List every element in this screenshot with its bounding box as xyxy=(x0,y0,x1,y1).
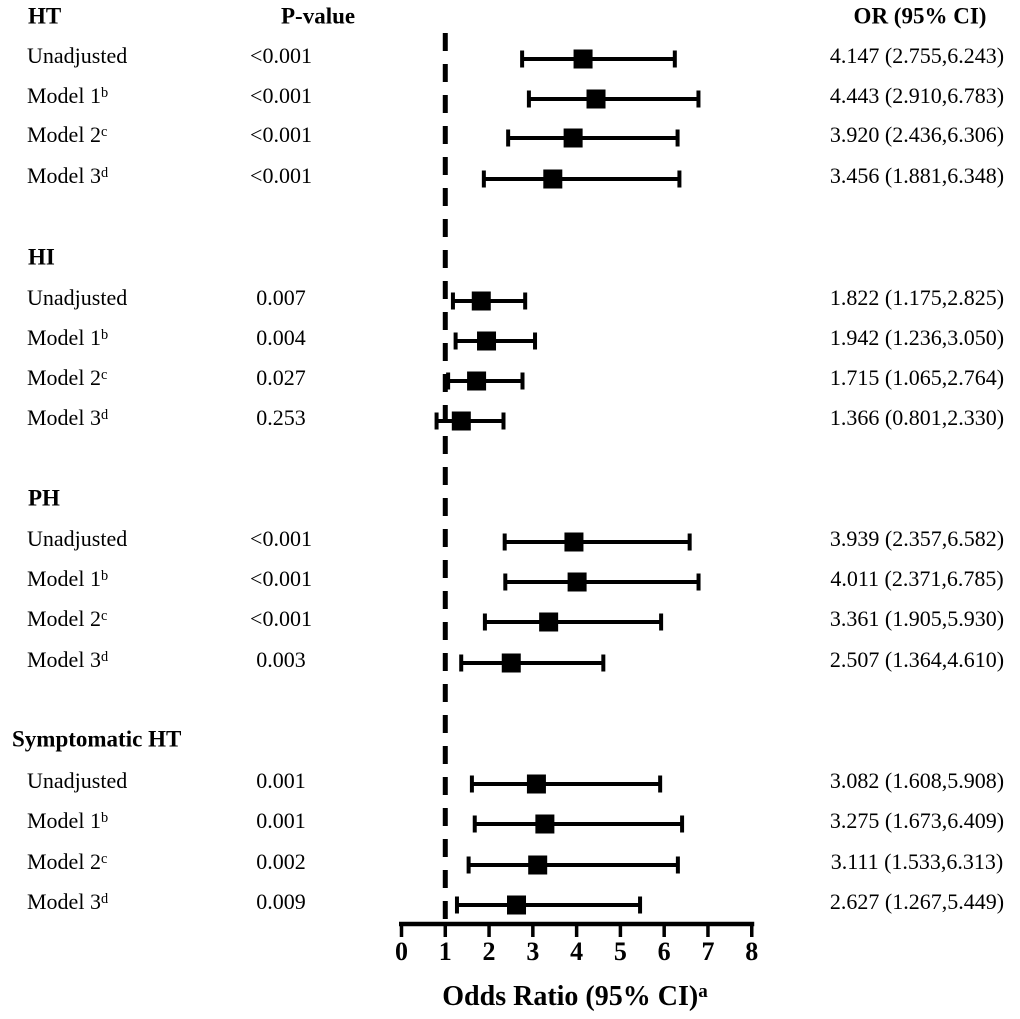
or-value: 1.942 (1.236,3.050) xyxy=(829,325,1005,350)
row-label: Model 2c xyxy=(27,365,108,390)
row-label: Model 3d xyxy=(27,647,109,672)
or-value: 3.275 (1.673,6.409) xyxy=(829,808,1005,833)
x-axis-title: Odds Ratio (95% CI)a xyxy=(442,981,708,1012)
p-value: 0.001 xyxy=(256,768,306,793)
row-label: Model 1b xyxy=(27,325,109,350)
x-axis-tick-label: 1 xyxy=(439,937,452,966)
p-value: <0.001 xyxy=(250,163,312,188)
row-label: Model 1b xyxy=(27,83,109,108)
row-label-superscript: d xyxy=(100,648,109,665)
p-value: <0.001 xyxy=(250,83,312,108)
p-value: <0.001 xyxy=(250,566,312,591)
x-axis-tick-label: 3 xyxy=(526,937,539,966)
or-marker xyxy=(467,371,487,391)
row-label: Unadjusted xyxy=(27,285,128,310)
row-label: Model 3d xyxy=(27,889,109,914)
row-label-superscript: b xyxy=(100,567,109,584)
row-label-superscript: b xyxy=(100,809,109,826)
row-label-superscript: c xyxy=(100,850,108,867)
row-label-superscript: d xyxy=(100,164,109,181)
or-value: 3.939 (2.357,6.582) xyxy=(829,526,1005,551)
p-value: <0.001 xyxy=(250,606,312,631)
or-value: 1.822 (1.175,2.825) xyxy=(829,285,1005,310)
section-header: PH xyxy=(28,485,60,511)
x-axis-tick-label: 6 xyxy=(658,937,671,966)
or-value: 3.082 (1.608,5.908) xyxy=(829,768,1005,793)
section-header: HI xyxy=(28,244,55,270)
or-value: 2.507 (1.364,4.610) xyxy=(829,647,1005,672)
p-value: <0.001 xyxy=(250,43,312,68)
row-label: Model 2c xyxy=(27,849,108,874)
row-label: Unadjusted xyxy=(27,43,128,68)
or-marker xyxy=(528,855,548,875)
row-label-superscript: b xyxy=(100,326,109,343)
x-axis-title-text: Odds Ratio (95% CI) xyxy=(442,981,699,1012)
p-value: 0.003 xyxy=(256,647,306,672)
x-axis-tick-label: 4 xyxy=(570,937,583,966)
or-value: 4.147 (2.755,6.243) xyxy=(829,43,1005,68)
or-marker xyxy=(564,532,584,552)
or-marker xyxy=(539,612,559,632)
p-value: 0.001 xyxy=(256,808,306,833)
section-header: Symptomatic HT xyxy=(12,726,182,752)
row-label: Unadjusted xyxy=(27,768,128,793)
p-value: 0.002 xyxy=(256,849,306,874)
p-value: 0.007 xyxy=(256,285,306,310)
or-marker xyxy=(501,653,521,673)
row-label: Model 2c xyxy=(27,606,108,631)
x-axis-tick-label: 7 xyxy=(701,937,714,966)
or-value: 4.443 (2.910,6.783) xyxy=(829,83,1005,108)
row-label-superscript: c xyxy=(100,123,108,140)
p-value: 0.004 xyxy=(256,325,306,350)
or-marker xyxy=(526,774,546,794)
p-value: 0.027 xyxy=(256,365,306,390)
or-value: 1.715 (1.065,2.764) xyxy=(829,365,1005,390)
row-label: Unadjusted xyxy=(27,526,128,551)
x-axis-title-superscript: a xyxy=(698,981,708,1003)
or-marker xyxy=(477,331,497,351)
p-value: <0.001 xyxy=(250,526,312,551)
row-label-superscript: b xyxy=(100,84,109,101)
row-label: Model 1b xyxy=(27,566,109,591)
or-value: 4.011 (2.371,6.785) xyxy=(830,566,1004,591)
p-value: 0.253 xyxy=(256,405,306,430)
or-value: 2.627 (1.267,5.449) xyxy=(829,889,1005,914)
row-label: Model 3d xyxy=(27,163,109,188)
row-label-superscript: d xyxy=(100,890,109,907)
p-value: <0.001 xyxy=(250,122,312,147)
or-marker xyxy=(563,128,583,148)
row-label: Model 1b xyxy=(27,808,109,833)
column-header-pvalue: P-value xyxy=(281,3,356,29)
or-marker xyxy=(507,895,527,915)
or-value: 3.920 (2.436,6.306) xyxy=(829,122,1005,147)
or-value: 3.361 (1.905,5.930) xyxy=(829,606,1005,631)
or-marker xyxy=(543,169,563,189)
or-marker xyxy=(535,814,555,834)
x-axis-tick-label: 8 xyxy=(745,937,758,966)
row-label-superscript: d xyxy=(100,406,109,423)
or-marker xyxy=(451,411,471,431)
x-axis-tick-label: 2 xyxy=(483,937,496,966)
x-axis-tick-label: 5 xyxy=(614,937,627,966)
or-value: 3.456 (1.881,6.348) xyxy=(829,163,1005,188)
row-label: Model 3d xyxy=(27,405,109,430)
or-value: 1.366 (0.801,2.330) xyxy=(829,405,1005,430)
or-marker xyxy=(573,49,593,69)
section-header: HT xyxy=(28,3,62,29)
or-marker xyxy=(586,89,606,109)
or-marker xyxy=(471,291,491,311)
p-value: 0.009 xyxy=(256,889,306,914)
x-axis-tick-label: 0 xyxy=(395,937,408,966)
row-label: Model 2c xyxy=(27,122,108,147)
column-header-or: OR (95% CI) xyxy=(853,3,987,29)
row-label-superscript: c xyxy=(100,607,108,624)
or-marker xyxy=(567,572,587,592)
or-value: 3.111 (1.533,6.313) xyxy=(830,849,1004,874)
row-label-superscript: c xyxy=(100,366,108,383)
